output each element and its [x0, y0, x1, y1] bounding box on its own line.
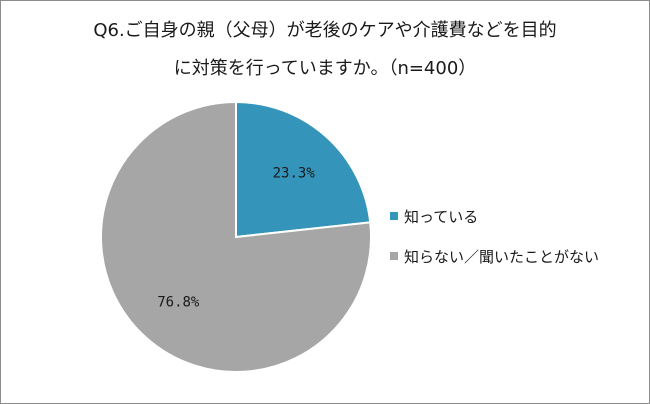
chart-title-line-1: Q6.ご自身の親（父母）が老後のケアや介護費などを目的 — [93, 20, 557, 41]
legend-item-unknown: 知らない／聞いたことがない — [390, 246, 599, 266]
pie-slices — [100, 100, 372, 373]
legend-item-known: 知っている — [390, 206, 599, 226]
pie-data-labels: 23.3% 76.8% — [157, 166, 315, 311]
chart-title: Q6.ご自身の親（父母）が老後のケアや介護費などを目的 に対策を行っていますか。… — [0, 12, 650, 88]
chart-title-line-2: に対策を行っていますか。（n=400） — [173, 58, 477, 79]
pie-slice-known — [235, 100, 372, 239]
legend: 知っている 知らない／聞いたことがない — [390, 206, 599, 286]
legend-swatch-known — [390, 212, 398, 220]
data-label-unknown: 76.8% — [157, 294, 200, 310]
legend-swatch-unknown — [390, 252, 398, 260]
pie-slice-unknown — [100, 100, 372, 373]
data-label-known: 23.3% — [273, 166, 316, 182]
legend-label-unknown: 知らない／聞いたことがない — [404, 247, 600, 266]
legend-label-known: 知っている — [404, 207, 479, 226]
